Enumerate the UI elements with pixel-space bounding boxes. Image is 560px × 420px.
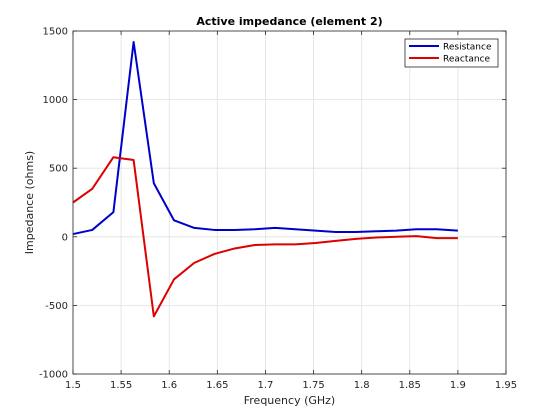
x-tick-label: 1.7: [257, 380, 273, 391]
resistance-series-line: [72, 40, 458, 236]
legend-box: [404, 38, 499, 68]
plot-frame: [72, 30, 507, 375]
y-tick-label: 1000: [43, 95, 68, 106]
chart-title: Active impedance (element 2): [196, 15, 382, 28]
plot-background: [73, 31, 506, 374]
x-tick-label: 1.85: [399, 380, 421, 391]
y-tick-label: 1500: [43, 27, 68, 38]
y-axis-label: Impedance (ohms): [23, 151, 36, 254]
reactance-series-line: [72, 156, 458, 318]
axis-ticks: 1.5 1.55 1.6 1.65 1.7 1.75 1.8 1.85 1.9 1.95 -1000…: [39, 27, 517, 392]
x-tick-label: 1.6: [161, 380, 177, 391]
x-tick-label: 1.8: [354, 380, 370, 391]
x-tick-label: 1.65: [206, 380, 228, 391]
y-tick-label: 500: [49, 164, 68, 175]
x-tick-label: 1.55: [110, 380, 132, 391]
x-tick-label: 1.95: [495, 380, 517, 391]
y-tick-label: -500: [45, 301, 68, 312]
x-tick-label: 1.5: [65, 380, 81, 391]
x-tick-label: 1.75: [302, 380, 324, 391]
x-tick-label: 1.9: [450, 380, 466, 391]
legend-resistance-label: Resistance: [443, 43, 492, 53]
y-tick-label: -1000: [39, 370, 68, 381]
legend-reactance-label: Reactance: [443, 55, 491, 65]
x-axis-label: Frequency (GHz): [244, 394, 335, 407]
legend: Resistance Reactance: [404, 38, 499, 68]
series-lines: [72, 40, 458, 318]
y-tick-label: 0: [62, 232, 68, 243]
